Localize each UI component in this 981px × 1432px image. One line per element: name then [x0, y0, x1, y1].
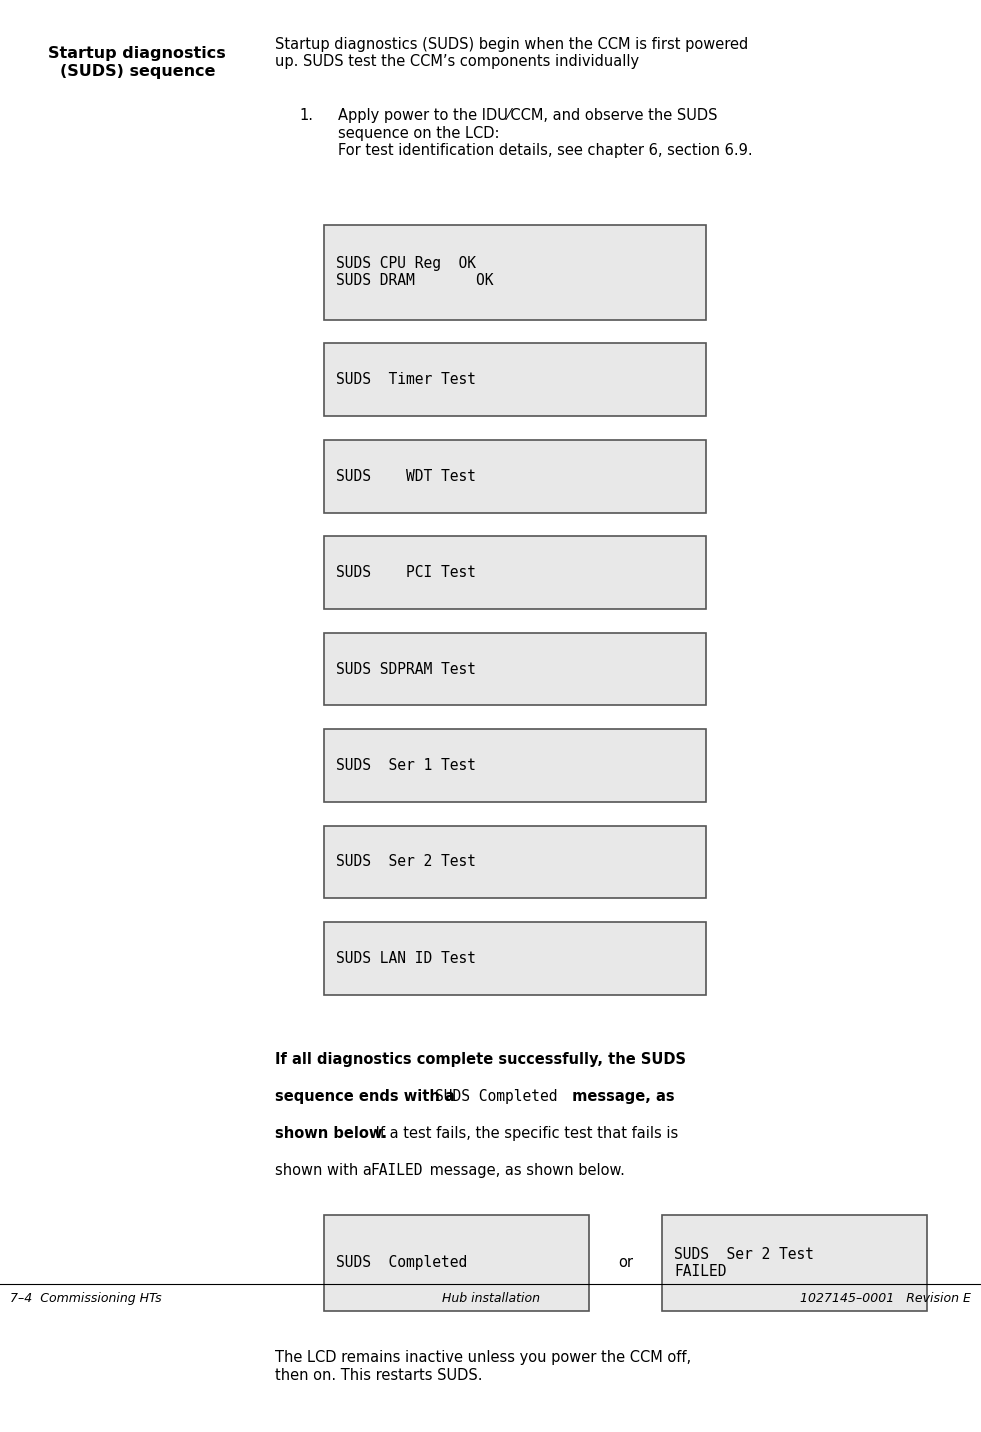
FancyBboxPatch shape — [324, 633, 706, 706]
Text: Startup diagnostics (SUDS) begin when the CCM is first powered
up. SUDS test the: Startup diagnostics (SUDS) begin when th… — [275, 37, 748, 69]
FancyBboxPatch shape — [324, 440, 706, 513]
Text: SUDS SDPRAM Test: SUDS SDPRAM Test — [336, 662, 476, 677]
FancyBboxPatch shape — [324, 225, 706, 319]
Text: sequence ends with a: sequence ends with a — [275, 1088, 460, 1104]
Text: 1.: 1. — [299, 109, 313, 123]
Text: Startup diagnostics
(SUDS) sequence: Startup diagnostics (SUDS) sequence — [48, 46, 227, 79]
Text: SUDS  Ser 2 Test
FAILED: SUDS Ser 2 Test FAILED — [674, 1247, 814, 1279]
Text: SUDS    PCI Test: SUDS PCI Test — [336, 566, 476, 580]
Text: 1027145–0001   Revision E: 1027145–0001 Revision E — [800, 1292, 971, 1305]
Text: SUDS  Completed: SUDS Completed — [336, 1256, 467, 1270]
Text: Apply power to the IDU⁄CCM, and observe the SUDS
sequence on the LCD:
For test i: Apply power to the IDU⁄CCM, and observe … — [338, 109, 753, 158]
Text: SUDS Completed: SUDS Completed — [435, 1088, 557, 1104]
FancyBboxPatch shape — [662, 1216, 927, 1310]
Text: SUDS LAN ID Test: SUDS LAN ID Test — [336, 951, 476, 967]
Text: The LCD remains inactive unless you power the CCM off,
then on. This restarts SU: The LCD remains inactive unless you powe… — [275, 1350, 691, 1382]
Text: Hub installation: Hub installation — [441, 1292, 540, 1305]
Text: If all diagnostics complete successfully, the SUDS: If all diagnostics complete successfully… — [275, 1051, 686, 1067]
FancyBboxPatch shape — [324, 1216, 589, 1310]
FancyBboxPatch shape — [324, 537, 706, 609]
Text: 7–4  Commissioning HTs: 7–4 Commissioning HTs — [10, 1292, 162, 1305]
Text: FAILED: FAILED — [371, 1163, 424, 1177]
Text: or: or — [618, 1256, 633, 1270]
FancyBboxPatch shape — [324, 344, 706, 417]
Text: message, as: message, as — [567, 1088, 675, 1104]
Text: SUDS CPU Reg  OK
SUDS DRAM       OK: SUDS CPU Reg OK SUDS DRAM OK — [336, 256, 493, 288]
Text: shown below.: shown below. — [275, 1126, 387, 1140]
Text: SUDS  Ser 1 Test: SUDS Ser 1 Test — [336, 758, 476, 773]
Text: shown with a: shown with a — [275, 1163, 376, 1177]
Text: message, as shown below.: message, as shown below. — [425, 1163, 625, 1177]
FancyBboxPatch shape — [324, 922, 706, 995]
Text: SUDS  Timer Test: SUDS Timer Test — [336, 372, 476, 387]
FancyBboxPatch shape — [324, 729, 706, 802]
Text: SUDS    WDT Test: SUDS WDT Test — [336, 468, 476, 484]
FancyBboxPatch shape — [324, 826, 706, 898]
Text: SUDS  Ser 2 Test: SUDS Ser 2 Test — [336, 855, 476, 869]
Text: If a test fails, the specific test that fails is: If a test fails, the specific test that … — [371, 1126, 678, 1140]
